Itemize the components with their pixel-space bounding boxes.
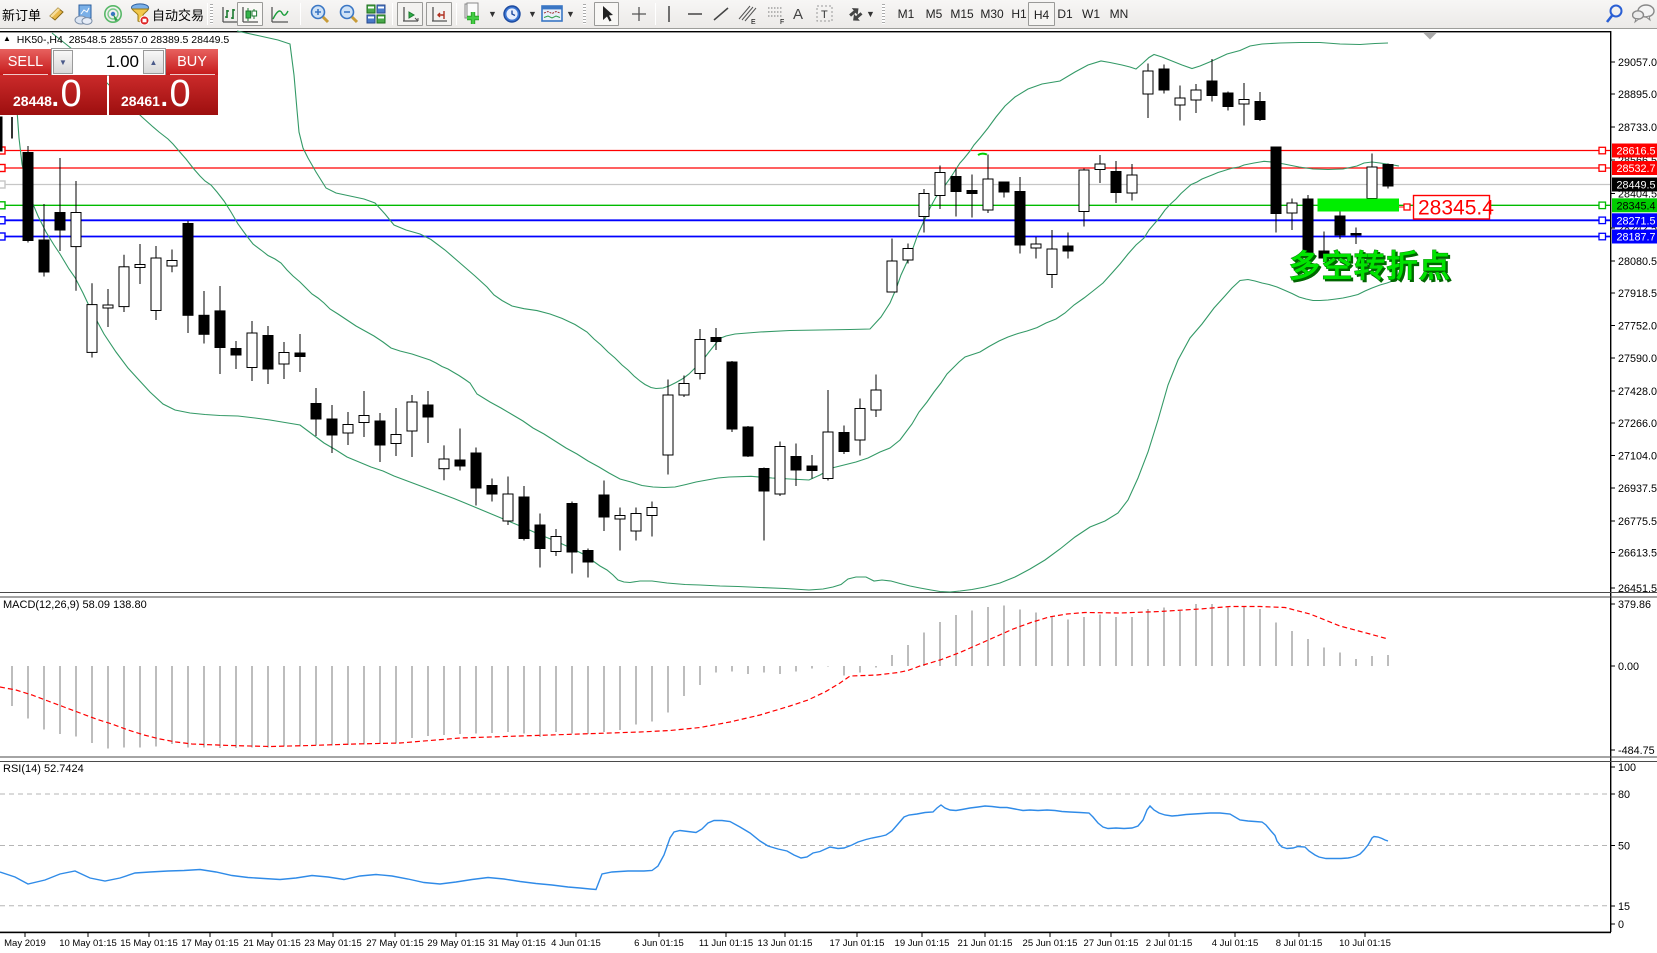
svg-text:28449.5: 28449.5 bbox=[1617, 180, 1656, 192]
svg-text:多空转折点: 多空转折点 bbox=[1289, 249, 1452, 284]
svg-text:28733.0: 28733.0 bbox=[1618, 122, 1657, 134]
svg-text:28345.4: 28345.4 bbox=[1617, 200, 1656, 212]
svg-text:27752.0: 27752.0 bbox=[1618, 321, 1657, 333]
svg-text:-484.75: -484.75 bbox=[1618, 745, 1655, 757]
svg-text:29057.0: 29057.0 bbox=[1618, 57, 1657, 69]
svg-text:0: 0 bbox=[1618, 919, 1624, 931]
svg-text:31 May 01:15: 31 May 01:15 bbox=[488, 938, 546, 949]
svg-text:21 May 01:15: 21 May 01:15 bbox=[243, 938, 301, 949]
svg-text:21 Jun 01:15: 21 Jun 01:15 bbox=[958, 938, 1013, 949]
svg-text:28616.5: 28616.5 bbox=[1617, 146, 1656, 158]
svg-text:80: 80 bbox=[1618, 789, 1630, 801]
svg-text:17 Jun 01:15: 17 Jun 01:15 bbox=[830, 938, 885, 949]
svg-text:27918.5: 27918.5 bbox=[1618, 288, 1657, 300]
svg-text:15: 15 bbox=[1618, 901, 1630, 913]
svg-text:4 Jun 01:15: 4 Jun 01:15 bbox=[551, 938, 601, 949]
svg-text:13 Jun 01:15: 13 Jun 01:15 bbox=[758, 938, 813, 949]
svg-text:27 Jun 01:15: 27 Jun 01:15 bbox=[1084, 938, 1139, 949]
svg-text:27266.0: 27266.0 bbox=[1618, 418, 1657, 430]
svg-text:100: 100 bbox=[1618, 762, 1636, 774]
svg-text:27 May 01:15: 27 May 01:15 bbox=[366, 938, 424, 949]
svg-text:E: E bbox=[751, 19, 756, 26]
svg-text:26451.5: 26451.5 bbox=[1618, 583, 1657, 595]
svg-text:RSI(14) 52.7424: RSI(14) 52.7424 bbox=[3, 763, 84, 775]
svg-text:50: 50 bbox=[1618, 841, 1630, 853]
svg-text:23 May 01:15: 23 May 01:15 bbox=[304, 938, 362, 949]
svg-text:25 Jun 01:15: 25 Jun 01:15 bbox=[1023, 938, 1078, 949]
svg-text:28345.4: 28345.4 bbox=[1418, 197, 1494, 220]
svg-text:28895.0: 28895.0 bbox=[1618, 89, 1657, 101]
svg-text:8 Jul 01:15: 8 Jul 01:15 bbox=[1276, 938, 1322, 949]
svg-text:17 May 01:15: 17 May 01:15 bbox=[181, 938, 239, 949]
svg-text:27428.0: 27428.0 bbox=[1618, 386, 1657, 398]
svg-text:27590.0: 27590.0 bbox=[1618, 353, 1657, 365]
svg-text:28080.5: 28080.5 bbox=[1618, 256, 1657, 268]
svg-text:29 May 01:15: 29 May 01:15 bbox=[427, 938, 485, 949]
svg-text:15 May 01:15: 15 May 01:15 bbox=[120, 938, 178, 949]
svg-text:27104.0: 27104.0 bbox=[1618, 451, 1657, 463]
svg-text:May 2019: May 2019 bbox=[4, 938, 46, 949]
svg-text:10 Jul 01:15: 10 Jul 01:15 bbox=[1339, 938, 1391, 949]
svg-text:4 Jul 01:15: 4 Jul 01:15 bbox=[1212, 938, 1258, 949]
svg-text:0.00: 0.00 bbox=[1618, 661, 1639, 673]
svg-text:26937.5: 26937.5 bbox=[1618, 483, 1657, 495]
svg-text:379.86: 379.86 bbox=[1618, 599, 1651, 611]
svg-text:MACD(12,26,9) 58.09 138.80: MACD(12,26,9) 58.09 138.80 bbox=[3, 599, 147, 611]
svg-text:26775.5: 26775.5 bbox=[1618, 516, 1657, 528]
svg-text:28187.7: 28187.7 bbox=[1617, 232, 1656, 244]
svg-text:T: T bbox=[821, 9, 828, 21]
svg-text:19 Jun 01:15: 19 Jun 01:15 bbox=[895, 938, 950, 949]
svg-text:10 May 01:15: 10 May 01:15 bbox=[59, 938, 117, 949]
svg-text:6 Jun 01:15: 6 Jun 01:15 bbox=[634, 938, 684, 949]
svg-text:28271.5: 28271.5 bbox=[1617, 215, 1656, 227]
svg-text:F: F bbox=[780, 19, 784, 26]
svg-text:28532.7: 28532.7 bbox=[1617, 163, 1656, 175]
svg-text:2 Jul 01:15: 2 Jul 01:15 bbox=[1146, 938, 1192, 949]
svg-text:11 Jun 01:15: 11 Jun 01:15 bbox=[699, 938, 753, 949]
svg-text:26613.5: 26613.5 bbox=[1618, 548, 1657, 560]
